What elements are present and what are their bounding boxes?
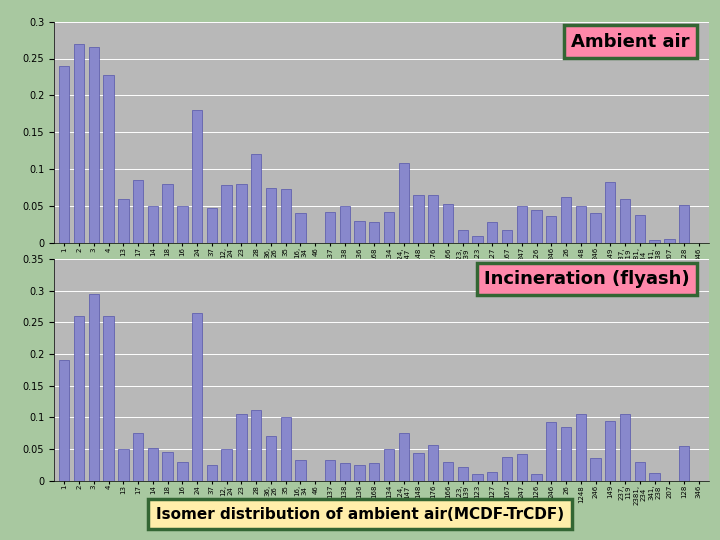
Bar [222,449,232,481]
Bar [620,199,630,243]
Bar [163,452,173,481]
Bar [340,463,350,481]
Bar [89,294,99,481]
Bar [620,414,630,481]
Bar [192,313,202,481]
Bar [163,184,173,243]
Bar [634,462,645,481]
Bar [89,48,99,243]
Bar [354,465,364,481]
Bar [458,467,468,481]
Bar [413,195,423,243]
Bar [576,206,586,243]
Bar [251,154,261,243]
Bar [59,360,70,481]
Bar [384,449,394,481]
Bar [443,204,453,243]
Bar [428,444,438,481]
Bar [531,210,541,243]
Bar [118,199,129,243]
Bar [502,231,512,243]
Bar [251,410,261,481]
Bar [325,212,335,243]
Bar [281,417,291,481]
Bar [428,195,438,243]
Bar [74,44,84,243]
Bar [104,316,114,481]
Bar [340,206,350,243]
Bar [576,414,586,481]
Bar [133,180,143,243]
Bar [295,213,305,243]
Bar [281,189,291,243]
Bar [606,421,616,481]
Bar [236,184,246,243]
Bar [487,222,498,243]
Bar [177,462,187,481]
Bar [177,206,187,243]
Bar [266,187,276,243]
Bar [546,215,557,243]
Bar [399,433,409,481]
Bar [664,239,675,243]
Bar [590,458,600,481]
Bar [472,235,482,243]
Bar [531,474,541,481]
Bar [561,427,571,481]
Bar [325,461,335,481]
Bar [679,205,689,243]
Bar [74,316,84,481]
Bar [679,447,689,481]
Bar [590,213,600,243]
Bar [222,185,232,243]
Bar [443,462,453,481]
Bar [517,454,527,481]
Bar [295,461,305,481]
Bar [148,448,158,481]
Text: Incineration (flyash): Incineration (flyash) [484,271,690,288]
Bar [546,422,557,481]
Bar [649,473,660,481]
Bar [207,465,217,481]
Bar [649,240,660,243]
Bar [517,206,527,243]
Bar [236,414,246,481]
Bar [413,453,423,481]
Bar [104,75,114,243]
Bar [384,212,394,243]
Text: Ambient air: Ambient air [571,33,690,51]
Bar [561,197,571,243]
Bar [634,215,645,243]
Bar [606,183,616,243]
Text: Isomer distribution of ambient air(MCDF-TrCDF): Isomer distribution of ambient air(MCDF-… [156,507,564,522]
Bar [458,230,468,243]
Bar [487,472,498,481]
Bar [133,433,143,481]
Bar [118,449,129,481]
Bar [369,222,379,243]
Bar [148,206,158,243]
Bar [399,163,409,243]
Bar [369,463,379,481]
Bar [192,110,202,243]
Bar [502,456,512,481]
Bar [354,221,364,243]
Bar [472,474,482,481]
Bar [59,66,70,243]
Bar [266,436,276,481]
Bar [207,207,217,243]
